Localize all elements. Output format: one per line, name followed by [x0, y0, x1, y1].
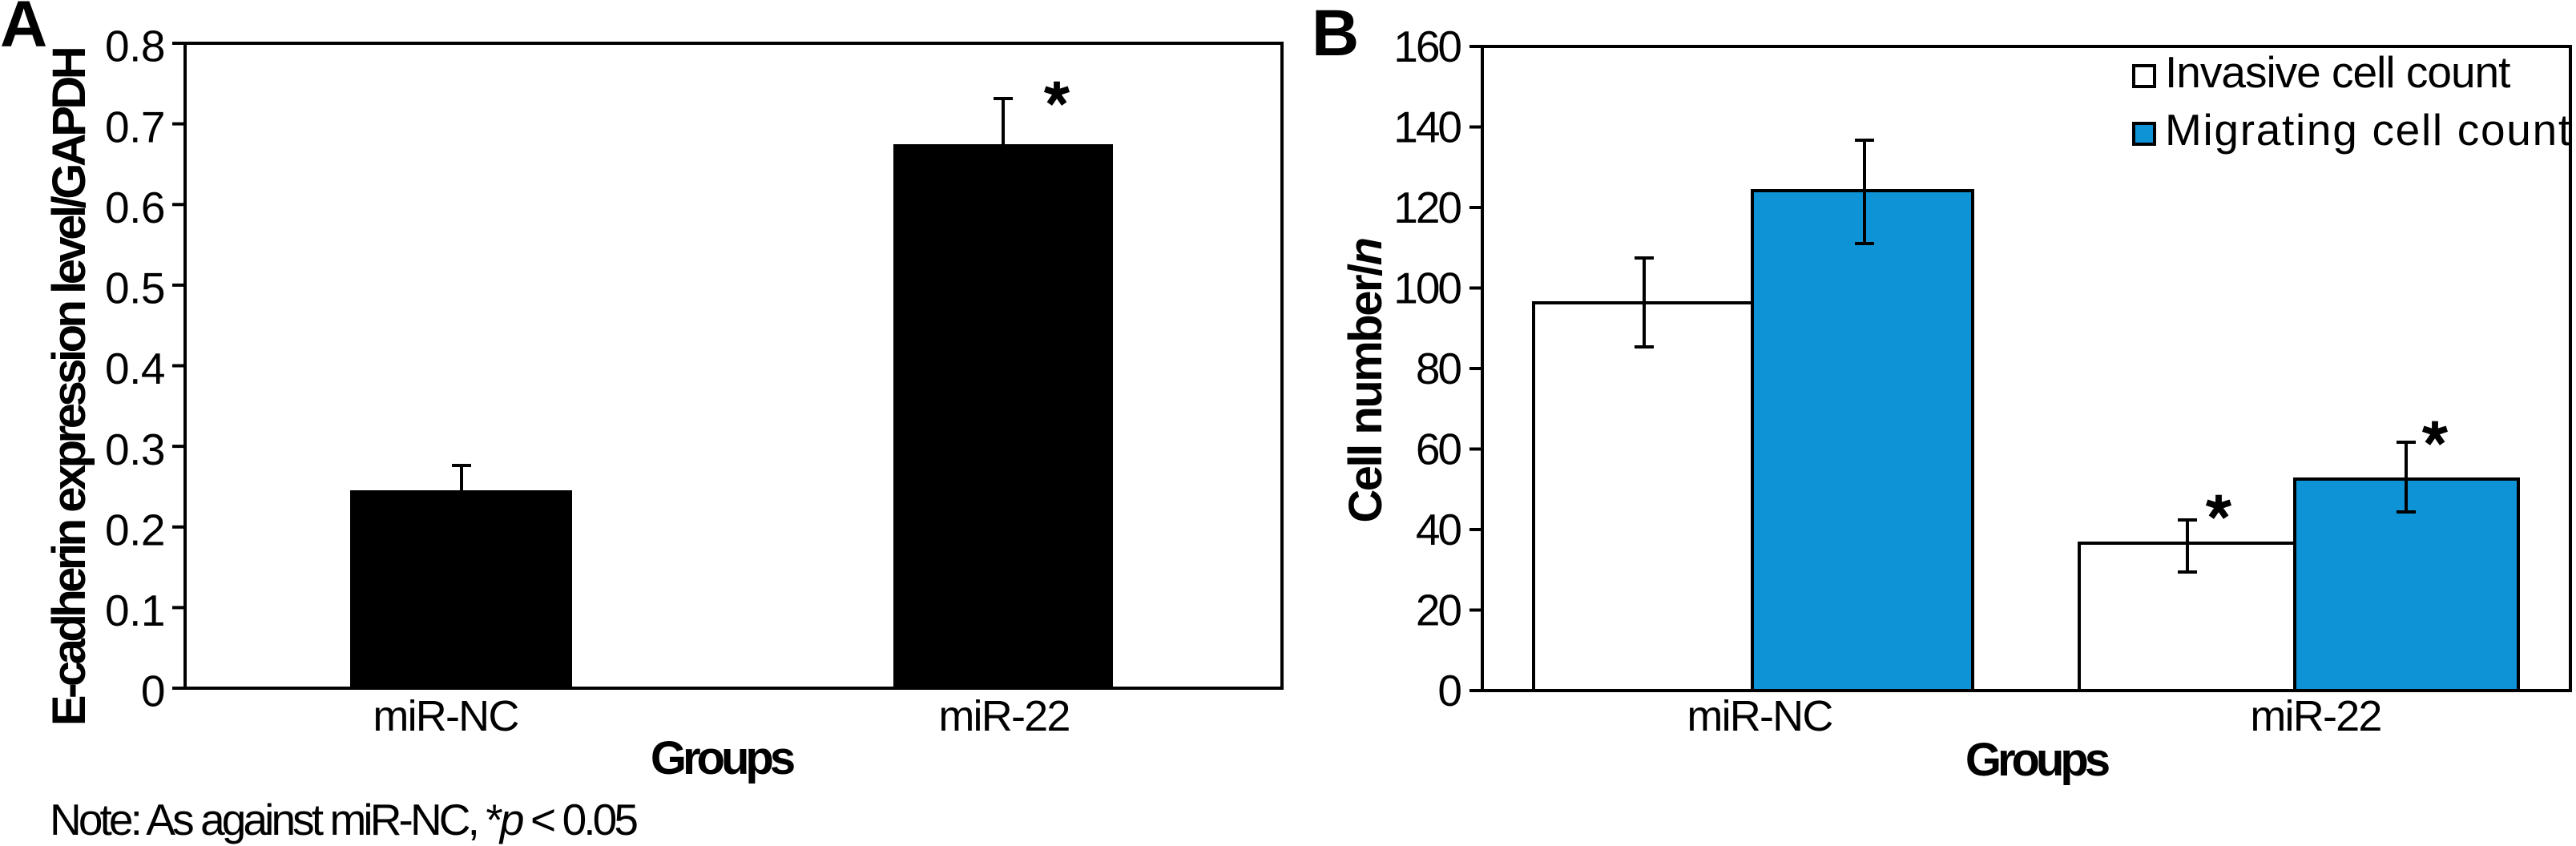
svg-text:0.4: 0.4 — [105, 344, 165, 393]
svg-text:miR-22: miR-22 — [938, 692, 1069, 740]
svg-text:100: 100 — [1393, 264, 1461, 313]
svg-text:0.1: 0.1 — [105, 586, 165, 635]
svg-text:Groups: Groups — [1965, 734, 2109, 786]
svg-text:20: 20 — [1416, 586, 1461, 635]
svg-text:0.7: 0.7 — [105, 102, 165, 151]
svg-text:40: 40 — [1416, 505, 1461, 554]
svg-text:160: 160 — [1393, 22, 1461, 71]
svg-text:0.2: 0.2 — [105, 506, 165, 555]
svg-text:E-cadherin expression level/GA: E-cadherin expression level/GAPDH — [43, 49, 95, 726]
svg-text:Note: As against miR-NC, *p <: Note: As against miR-NC, *p < 0.05 — [50, 795, 637, 844]
svg-text:0: 0 — [141, 667, 165, 716]
svg-text:miR-NC: miR-NC — [1687, 692, 1832, 740]
svg-text:miR-NC: miR-NC — [373, 692, 518, 740]
svg-text:0.8: 0.8 — [105, 22, 165, 71]
svg-text:0: 0 — [1437, 666, 1461, 715]
svg-text:A: A — [0, 0, 47, 61]
svg-text:Invasive cell count: Invasive cell count — [2165, 47, 2510, 97]
svg-text:Groups: Groups — [651, 732, 794, 784]
svg-text:0.3: 0.3 — [105, 425, 165, 474]
svg-text:B: B — [1312, 0, 1359, 70]
svg-text:miR-22: miR-22 — [2250, 692, 2380, 740]
svg-text:140: 140 — [1393, 103, 1461, 152]
svg-text:0.6: 0.6 — [105, 183, 165, 232]
svg-text:80: 80 — [1416, 344, 1461, 393]
svg-text:Cell number/n: Cell number/n — [1340, 239, 1392, 522]
svg-text:120: 120 — [1393, 183, 1461, 232]
svg-text:0.5: 0.5 — [105, 264, 165, 313]
svg-text:60: 60 — [1416, 425, 1461, 474]
svg-text:Migrating cell count: Migrating cell count — [2165, 105, 2572, 155]
